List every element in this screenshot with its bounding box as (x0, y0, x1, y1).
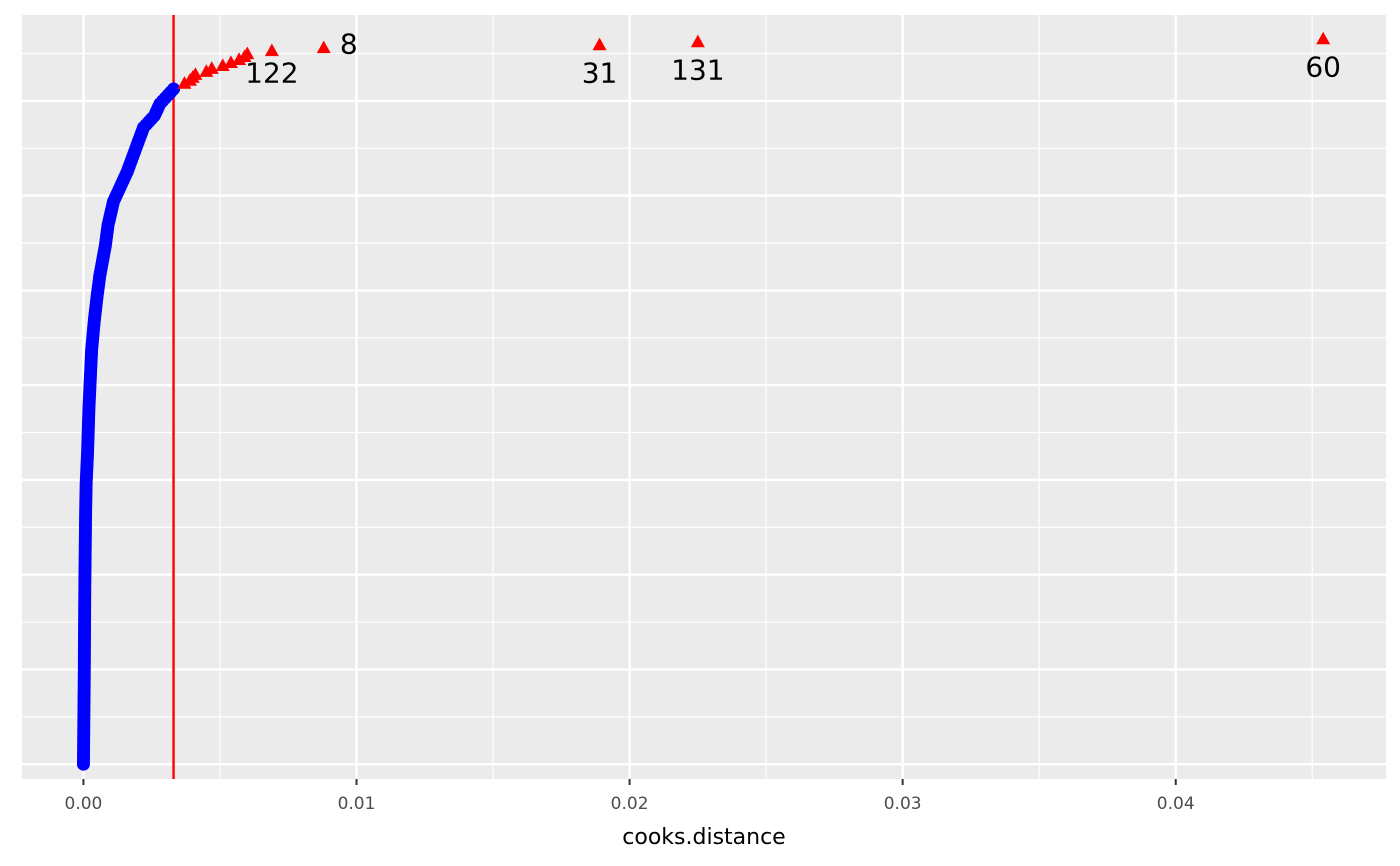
x-axis: 0.00 0.01 0.02 0.03 0.04 (65, 779, 1195, 814)
x-tick-label: 0.04 (1157, 794, 1195, 814)
minor-gridlines (22, 15, 1386, 779)
plot-panel (22, 15, 1386, 779)
outlier-label: 8 (340, 28, 358, 61)
outlier-point (1316, 31, 1331, 45)
x-tick-label: 0.01 (338, 794, 376, 814)
outlier-point (204, 61, 219, 74)
outlier-points-layer (177, 31, 1331, 89)
outlier-label: 31 (582, 57, 618, 90)
outlier-point (188, 67, 203, 80)
x-tick-label: 0.03 (884, 794, 922, 814)
outlier-point (316, 40, 331, 54)
x-tick-label: 0.02 (611, 794, 649, 814)
x-tick-label: 0.00 (65, 794, 103, 814)
outlier-point (592, 37, 607, 51)
outlier-label: 122 (245, 57, 298, 90)
x-axis-title: cooks.distance (622, 825, 785, 850)
outlier-label: 131 (671, 54, 724, 87)
outlier-point (690, 34, 705, 48)
point-labels-layer: 122 8 31 131 60 (245, 28, 1341, 90)
normal-point (167, 82, 181, 96)
normal-points-layer (76, 82, 181, 771)
outlier-point (240, 46, 255, 60)
outlier-label: 60 (1305, 51, 1341, 84)
outlier-point (264, 43, 279, 57)
